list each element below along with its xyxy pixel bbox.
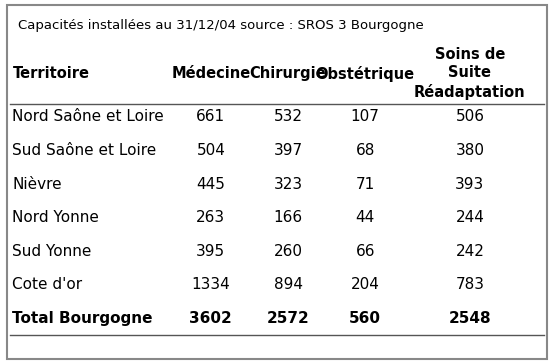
Text: 44: 44 — [356, 210, 375, 225]
Text: 244: 244 — [455, 210, 484, 225]
Text: Sud Saône et Loire: Sud Saône et Loire — [12, 143, 157, 158]
Text: Total Bourgogne: Total Bourgogne — [12, 311, 153, 326]
Text: Chirurgie: Chirurgie — [250, 66, 326, 81]
Text: 263: 263 — [196, 210, 225, 225]
Text: Nord Yonne: Nord Yonne — [12, 210, 99, 225]
Text: 783: 783 — [455, 277, 484, 292]
Text: Cote d'or: Cote d'or — [12, 277, 83, 292]
Text: Obstétrique: Obstétrique — [316, 66, 415, 82]
Text: 661: 661 — [196, 110, 225, 124]
Text: 66: 66 — [356, 244, 375, 259]
Text: 1334: 1334 — [192, 277, 230, 292]
Text: Nord Saône et Loire: Nord Saône et Loire — [12, 110, 164, 124]
Text: 445: 445 — [197, 177, 225, 192]
Text: 3602: 3602 — [189, 311, 232, 326]
Text: Médecine: Médecine — [171, 66, 250, 81]
Text: 397: 397 — [274, 143, 302, 158]
Text: 71: 71 — [356, 177, 375, 192]
Text: 2572: 2572 — [266, 311, 309, 326]
Text: 260: 260 — [274, 244, 302, 259]
Text: 204: 204 — [351, 277, 379, 292]
Text: 242: 242 — [455, 244, 484, 259]
Text: 504: 504 — [197, 143, 225, 158]
Text: 532: 532 — [274, 110, 302, 124]
Text: Territoire: Territoire — [12, 66, 89, 81]
Text: Capacités installées au 31/12/04 source : SROS 3 Bourgogne: Capacités installées au 31/12/04 source … — [18, 19, 424, 32]
Text: 68: 68 — [356, 143, 375, 158]
Text: 166: 166 — [274, 210, 302, 225]
Text: 2548: 2548 — [449, 311, 491, 326]
Text: 380: 380 — [455, 143, 484, 158]
Text: Nièvre: Nièvre — [12, 177, 62, 192]
Text: 560: 560 — [349, 311, 381, 326]
Text: 393: 393 — [455, 177, 485, 192]
FancyBboxPatch shape — [7, 5, 547, 359]
Text: 395: 395 — [196, 244, 225, 259]
Text: 894: 894 — [274, 277, 302, 292]
Text: 107: 107 — [351, 110, 379, 124]
Text: Sud Yonne: Sud Yonne — [12, 244, 92, 259]
Text: 323: 323 — [274, 177, 302, 192]
Text: 506: 506 — [455, 110, 484, 124]
Text: Soins de
Suite
Réadaptation: Soins de Suite Réadaptation — [414, 47, 526, 100]
